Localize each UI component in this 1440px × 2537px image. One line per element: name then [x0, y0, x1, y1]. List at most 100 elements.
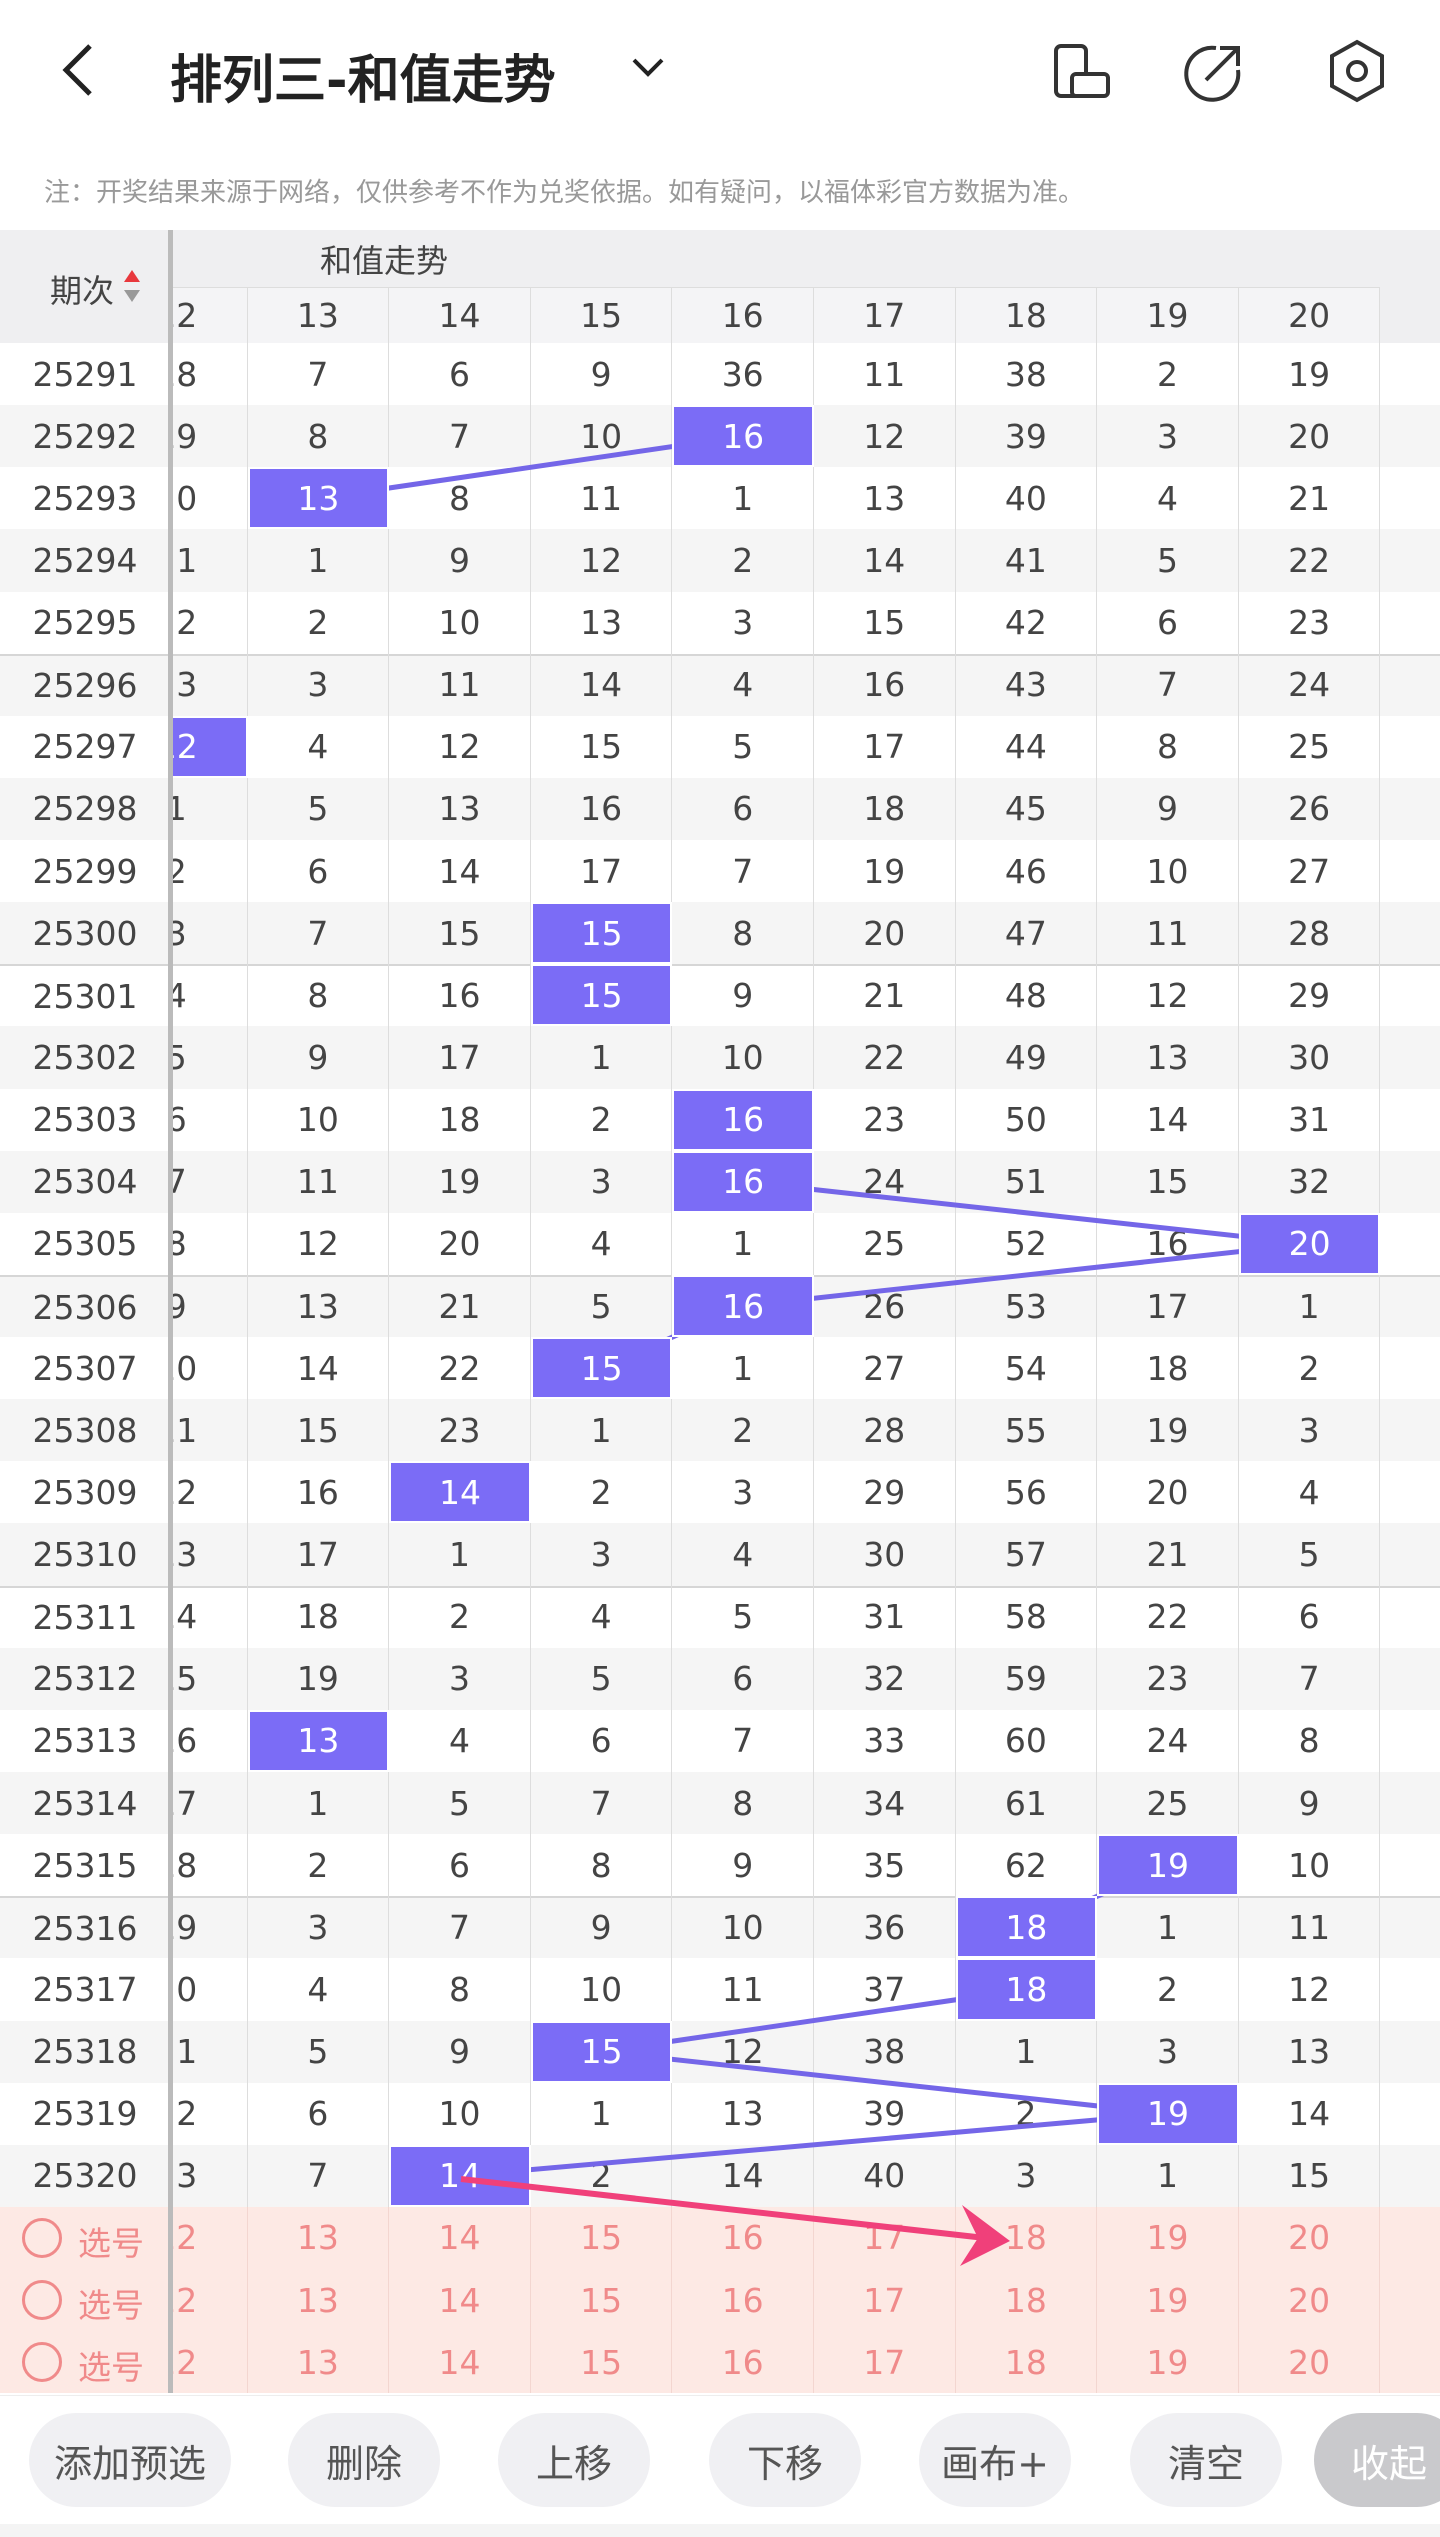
action-button[interactable]: 清空 [1130, 2413, 1282, 2507]
table-cell: 2 [248, 591, 390, 654]
table-cell: 18 [1097, 1337, 1239, 1400]
table-cell: 14 [170, 1585, 248, 1648]
table-cell: 24 [1239, 653, 1381, 716]
corner-label: 期次 [50, 272, 115, 310]
table-cell: 7 [389, 1896, 531, 1959]
table-cell: 2 [170, 840, 248, 903]
table-cell: 2 [531, 2144, 673, 2207]
table-cell: 3 [389, 1647, 531, 1710]
table-cell: 12 [1097, 964, 1239, 1027]
highlight-cell: 19 [1097, 2082, 1239, 2145]
table-cell: 11 [170, 1399, 248, 1462]
action-button[interactable]: 画布+ [919, 2413, 1071, 2507]
table-cell: 14 [1239, 2082, 1381, 2145]
action-button[interactable]: 上移 [498, 2413, 650, 2507]
table-cell: 21 [1239, 467, 1381, 530]
table-cell: 53 [956, 1274, 1098, 1338]
table-cell: 1 [389, 1523, 531, 1586]
table-cell: 1 [531, 1399, 673, 1462]
select-radio[interactable] [22, 2217, 62, 2258]
table-cell: 19 [1239, 343, 1381, 406]
action-button[interactable]: 添加预选 [29, 2413, 231, 2507]
table-cell: 44 [956, 715, 1098, 778]
table-cell: 5 [1097, 529, 1239, 592]
highlight-cell: 16 [672, 1274, 814, 1338]
table-cell: 7 [531, 1771, 673, 1835]
table-cell: 56 [956, 1461, 1098, 1524]
table-cell: 35 [814, 1834, 956, 1897]
table-cell: 26 [814, 1274, 956, 1338]
table-cell: 4 [672, 1523, 814, 1586]
share-icon[interactable] [1182, 40, 1246, 104]
select-number: 19 [1097, 2331, 1239, 2393]
issue-label: 25299 [0, 840, 170, 903]
highlight-cell: 13 [247, 1709, 390, 1772]
group-label: 和值走势 [320, 242, 449, 280]
table-cell: 10 [672, 1026, 814, 1089]
table-cell: 60 [956, 1709, 1098, 1772]
row-bg [170, 1026, 1440, 1089]
table-cell: 12 [531, 529, 673, 592]
select-number: 14 [389, 2269, 531, 2332]
table-cell: 10 [389, 591, 531, 654]
title-dropdown[interactable] [630, 56, 666, 80]
table-cell: 12 [389, 715, 531, 778]
table-cell: 5 [531, 1274, 673, 1338]
issue-label: 25303 [0, 1088, 170, 1151]
header-corner [0, 230, 170, 343]
column-divider [168, 230, 173, 2393]
table-cell: 13 [170, 1523, 248, 1586]
issue-column: 期次 25291 25292 25293 25294 25295 25296 25297 252… [0, 230, 170, 2393]
table-cell: 4 [170, 964, 248, 1027]
issue-label: 25292 [0, 405, 170, 468]
action-button[interactable]: 删除 [288, 2413, 440, 2507]
table-cell: 62 [956, 1834, 1098, 1897]
table-cell: 22 [389, 1337, 531, 1400]
select-label: 选号 [78, 2223, 144, 2263]
action-button[interactable]: 下移 [709, 2413, 861, 2507]
table-cell: 10 [531, 405, 673, 468]
highlight-cell: 14 [389, 1461, 531, 1524]
select-number: 19 [1097, 2269, 1239, 2332]
table-cell: 2 [672, 529, 814, 592]
table-cell: 19 [170, 405, 248, 468]
table-cell: 48 [956, 964, 1098, 1027]
column-header: 16 [672, 287, 814, 343]
settings-icon[interactable] [1324, 38, 1390, 104]
table-cell: 25 [1239, 715, 1381, 778]
table-cell: 3 [956, 2144, 1098, 2207]
table-cell: 24 [814, 1150, 956, 1213]
table-cell: 20 [1239, 405, 1381, 468]
issue-label: 25306 [0, 1274, 170, 1338]
select-number: 15 [531, 2206, 673, 2270]
table-cell: 11 [248, 1150, 390, 1213]
table-cell: 27 [814, 1337, 956, 1400]
column-header: 14 [389, 287, 531, 343]
table-cell: 52 [956, 1212, 1098, 1275]
orientation-icon[interactable] [1050, 40, 1114, 104]
action-button[interactable]: 收起 [1314, 2413, 1440, 2507]
select-number: 14 [389, 2206, 531, 2270]
table-cell: 1 [531, 1026, 673, 1089]
table-cell: 54 [956, 1337, 1098, 1400]
select-radio[interactable] [22, 2342, 62, 2383]
table-cell: 8 [531, 1834, 673, 1897]
table-cell: 9 [1097, 777, 1239, 841]
table-cell: 61 [956, 1771, 1098, 1835]
table-cell: 14 [814, 529, 956, 592]
select-number: 13 [248, 2206, 390, 2270]
back-button[interactable] [50, 40, 110, 100]
issue-label: 25304 [0, 1150, 170, 1213]
table-cell: 3 [531, 1150, 673, 1213]
sort-icon[interactable] [122, 268, 142, 304]
table-cell: 11 [1097, 902, 1239, 965]
table-cell: 20 [170, 1958, 248, 2021]
select-number: 19 [1097, 2206, 1239, 2270]
select-number: 15 [531, 2269, 673, 2332]
table-cell: 46 [956, 840, 1098, 903]
table-cell: 15 [531, 715, 673, 778]
column-header: 19 [1097, 287, 1239, 343]
table-cell: 38 [956, 343, 1098, 406]
select-radio[interactable] [22, 2280, 62, 2321]
table-cell: 12 [170, 1461, 248, 1524]
